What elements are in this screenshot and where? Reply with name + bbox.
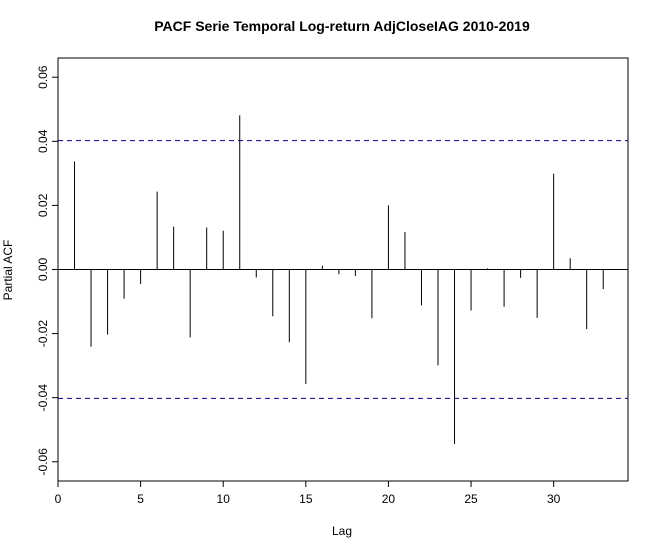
chart-title: PACF Serie Temporal Log-return AdjCloseI…	[154, 18, 530, 34]
x-tick-label: 25	[464, 492, 478, 506]
x-tick-label: 0	[55, 492, 62, 506]
y-tick-label: 0.02	[36, 193, 50, 217]
y-tick-label: 0.06	[36, 65, 50, 89]
x-tick-label: 15	[299, 492, 313, 506]
x-tick-label: 10	[217, 492, 231, 506]
y-tick-label: 0.00	[36, 257, 50, 281]
x-axis-label: Lag	[332, 524, 352, 538]
y-tick-label: 0.04	[36, 129, 50, 153]
y-axis-label: Partial ACF	[1, 240, 15, 301]
y-tick-label: -0.04	[36, 384, 50, 412]
x-tick-label: 30	[547, 492, 561, 506]
x-tick-label: 5	[137, 492, 144, 506]
y-tick-label: -0.06	[36, 448, 50, 476]
y-tick-label: -0.02	[36, 320, 50, 348]
x-tick-label: 20	[382, 492, 396, 506]
